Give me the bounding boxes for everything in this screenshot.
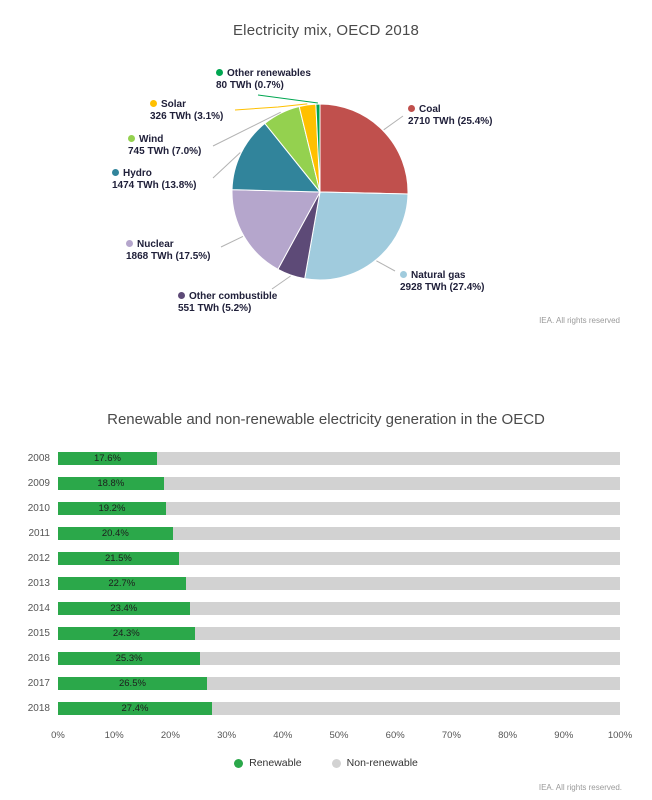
legend-label: Renewable	[249, 757, 302, 769]
leader-line-other-renewables	[257, 94, 318, 104]
legend: Renewable Non-renewable	[0, 757, 652, 769]
bar-nonrenewable[interactable]: 20.4%	[58, 527, 620, 540]
generation-bar-chart-section: Renewable and non-renewable electricity …	[0, 397, 652, 800]
bar-rows: 2008 17.6% 2009 18.8% 2010 19.2% 2011 20.4% 2012…	[16, 452, 620, 715]
bar-renewable[interactable]: 26.5%	[58, 677, 207, 690]
bar-nonrenewable[interactable]: 26.5%	[58, 677, 620, 690]
bar-nonrenewable[interactable]: 22.7%	[58, 577, 620, 590]
x-tick-label: 90%	[554, 730, 574, 741]
bar-renewable[interactable]: 25.3%	[58, 652, 201, 665]
pie-slice-hydro[interactable]	[231, 122, 322, 193]
bar-value-label: 18.8%	[97, 478, 125, 489]
year-label: 2013	[27, 578, 50, 589]
bar-renewable[interactable]: 18.8%	[58, 477, 164, 490]
year-label: 2015	[27, 628, 50, 639]
bar-row-2013: 2013 22.7%	[16, 577, 620, 590]
x-tick-label: 0%	[51, 730, 65, 741]
x-tick-label: 10%	[104, 730, 124, 741]
pie-slice-natural-gas[interactable]	[304, 191, 409, 281]
electricity-mix-chart-section: Electricity mix, OECD 2018 Coal 2710 TWh …	[0, 0, 652, 345]
x-tick-label: 100%	[607, 730, 633, 741]
year-label: 2012	[27, 553, 50, 564]
bar-row-2008: 2008 17.6%	[16, 452, 620, 465]
bar-row-2010: 2010 19.2%	[16, 502, 620, 515]
pie-slice-other-renewables[interactable]	[315, 103, 321, 193]
bar-row-2009: 2009 18.8%	[16, 477, 620, 490]
year-label: 2018	[27, 703, 50, 714]
bar-renewable[interactable]: 23.4%	[58, 602, 190, 615]
leader-line-natural-gas	[376, 260, 396, 272]
leader-line-wind	[212, 111, 281, 147]
bar-row-2018: 2018 27.4%	[16, 702, 620, 715]
bar-value-label: 17.6%	[93, 453, 121, 464]
bar-row-2012: 2012 21.5%	[16, 552, 620, 565]
year-label: 2011	[28, 528, 50, 539]
year-label: 2017	[27, 678, 50, 689]
x-tick-label: 40%	[273, 730, 293, 741]
legend-dot-icon	[234, 758, 244, 768]
bar-renewable[interactable]: 21.5%	[58, 552, 179, 565]
pie-slice-nuclear[interactable]	[231, 189, 321, 270]
leader-line-solar	[234, 103, 308, 111]
x-tick-label: 30%	[217, 730, 237, 741]
bar-value-label: 21.5%	[104, 553, 132, 564]
bar-value-label: 22.7%	[108, 578, 136, 589]
bar-row-2014: 2014 23.4%	[16, 602, 620, 615]
pie-chart	[212, 94, 409, 290]
x-axis: 0% 10% 20% 30% 40% 50% 60% 70% 80% 90% 100%	[51, 727, 632, 745]
pie-chart-title: Electricity mix, OECD 2018	[232, 22, 420, 39]
bar-value-label: 23.4%	[110, 603, 138, 614]
bar-nonrenewable[interactable]: 21.5%	[58, 552, 620, 565]
bar-nonrenewable[interactable]: 23.4%	[58, 602, 620, 615]
bar-value-label: 19.2%	[98, 503, 126, 514]
legend-dot-icon	[331, 758, 341, 768]
bar-renewable[interactable]: 20.4%	[58, 527, 173, 540]
bar-nonrenewable[interactable]: 25.3%	[58, 652, 620, 665]
copyright-note: IEA. All rights reserved.	[538, 783, 622, 792]
bar-renewable[interactable]: 17.6%	[58, 452, 157, 465]
bar-value-label: 20.4%	[101, 528, 129, 539]
bar-renewable[interactable]: 19.2%	[58, 502, 166, 515]
bar-nonrenewable[interactable]: 17.6%	[58, 452, 620, 465]
bar-value-label: 24.3%	[112, 628, 140, 639]
bar-renewable[interactable]: 22.7%	[58, 577, 186, 590]
year-label: 2014	[27, 603, 50, 614]
section-gap	[0, 345, 652, 397]
bar-nonrenewable[interactable]: 18.8%	[58, 477, 620, 490]
leader-line-other-combustible	[271, 275, 291, 290]
x-tick-label: 20%	[160, 730, 180, 741]
bar-row-2011: 2011 20.4%	[16, 527, 620, 540]
bar-chart-title: Renewable and non-renewable electricity …	[107, 411, 545, 428]
x-tick-label: 70%	[441, 730, 461, 741]
bar-nonrenewable[interactable]: 19.2%	[58, 502, 620, 515]
legend-item-non-renewable[interactable]: Non-renewable	[331, 757, 418, 769]
bar-nonrenewable[interactable]: 24.3%	[58, 627, 620, 640]
bar-nonrenewable[interactable]: 27.4%	[58, 702, 620, 715]
legend-item-renewable[interactable]: Renewable	[234, 757, 302, 769]
bar-value-label: 27.4%	[121, 703, 149, 714]
copyright-note: IEA. All rights reserved	[539, 316, 620, 325]
bar-chart-area: 2008 17.6% 2009 18.8% 2010 19.2% 2011 20.4% 2012…	[0, 452, 652, 745]
bar-value-label: 25.3%	[115, 653, 143, 664]
year-label: 2009	[27, 478, 50, 489]
x-tick-label: 60%	[385, 730, 405, 741]
leader-line-coal	[383, 115, 404, 131]
bar-row-2015: 2015 24.3%	[16, 627, 620, 640]
leader-line-nuclear	[220, 235, 244, 248]
year-label: 2008	[27, 453, 50, 464]
leader-line-hydro	[212, 152, 241, 179]
x-tick-label: 50%	[329, 730, 349, 741]
year-label: 2016	[27, 653, 50, 664]
bar-row-2016: 2016 25.3%	[16, 652, 620, 665]
bar-renewable[interactable]: 24.3%	[58, 627, 195, 640]
legend-label: Non-renewable	[346, 757, 418, 769]
bar-row-2017: 2017 26.5%	[16, 677, 620, 690]
bar-renewable[interactable]: 27.4%	[58, 702, 212, 715]
pie-slice-coal[interactable]	[319, 103, 409, 195]
bar-value-label: 26.5%	[118, 678, 146, 689]
year-label: 2010	[27, 503, 50, 514]
x-tick-label: 80%	[498, 730, 518, 741]
